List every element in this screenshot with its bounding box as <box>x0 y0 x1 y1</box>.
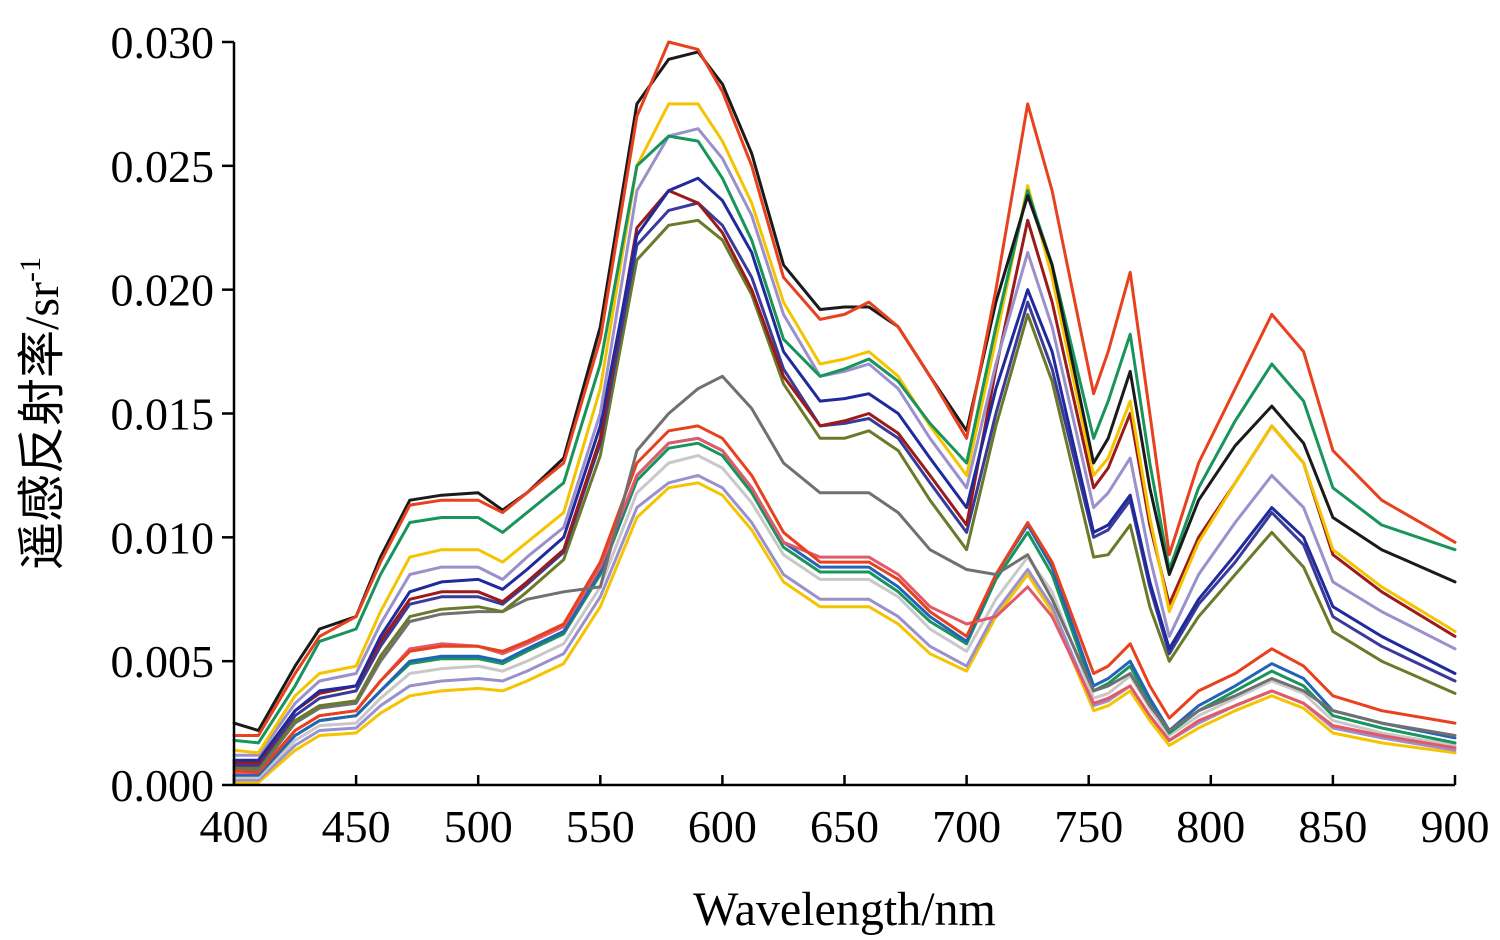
x-tick-label: 900 <box>1421 801 1490 852</box>
y-tick-label: 0.030 <box>111 17 215 68</box>
x-axis-ticks: 400 450 500 550 600 650 700 750 800 850 900 <box>200 775 1490 852</box>
series-line-11 <box>232 424 1457 775</box>
x-tick-label: 400 <box>200 801 269 852</box>
x-tick-label: 550 <box>566 801 635 852</box>
series-line-4 <box>232 102 1457 755</box>
series-layer <box>232 40 1457 784</box>
y-tick-label: 0.025 <box>111 141 215 192</box>
y-tick-label: 0.005 <box>111 636 215 687</box>
x-tick-label: 750 <box>1054 801 1123 852</box>
y-axis-title: 遥感反射率/sr-1 <box>14 257 69 570</box>
y-axis-title-main: 遥感反射率/sr <box>16 282 69 570</box>
y-tick-label: 0.015 <box>111 389 215 440</box>
series-line-10 <box>232 374 1457 772</box>
x-tick-label: 650 <box>810 801 879 852</box>
y-axis-title-superscript: -1 <box>14 257 47 282</box>
series-line-9 <box>232 218 1457 770</box>
series-line-12 <box>232 436 1457 775</box>
x-tick-label: 700 <box>932 801 1001 852</box>
series-line-3 <box>232 134 1457 745</box>
x-tick-label: 450 <box>322 801 391 852</box>
y-tick-label: 0.010 <box>111 512 215 563</box>
x-tick-label: 850 <box>1298 801 1367 852</box>
series-line-15 <box>232 454 1457 780</box>
x-tick-label: 800 <box>1176 801 1245 852</box>
x-tick-label: 500 <box>444 801 513 852</box>
series-line-6 <box>232 176 1457 762</box>
y-tick-label: 0.020 <box>111 265 215 316</box>
x-axis-title: Wavelength/nm <box>693 883 996 936</box>
series-line-13 <box>232 436 1457 777</box>
series-line-7 <box>232 189 1457 765</box>
series-line-17 <box>232 481 1457 784</box>
series-line-2 <box>232 50 1457 732</box>
y-tick-label: 0.000 <box>111 760 215 811</box>
x-tick-label: 600 <box>688 801 757 852</box>
series-line-1 <box>232 40 1457 737</box>
y-axis-ticks: 0.000 0.005 0.010 0.015 0.020 0.025 0.030 <box>111 17 234 811</box>
